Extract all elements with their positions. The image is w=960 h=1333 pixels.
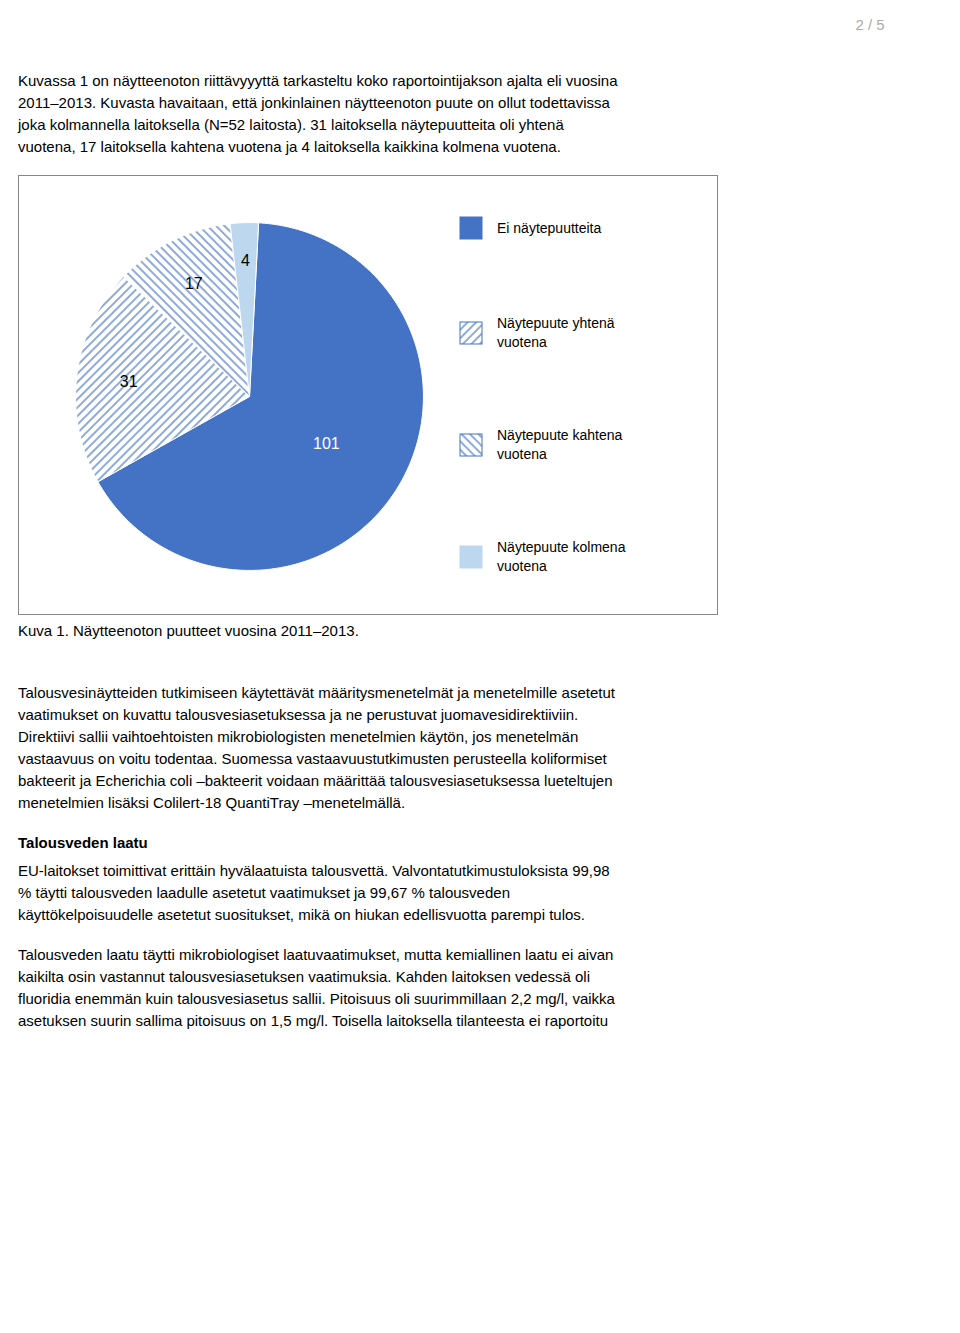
html-text:Kuva 1. Näytteenoton puutteet: Kuva 1. Näytteenoton puutteet vuosina 20… bbox=[18, 622, 359, 639]
html-text:Talousveden laatu: Talousveden laatu bbox=[18, 834, 148, 851]
html-text:Talousvesinäytteiden tutkimise: Talousvesinäytteiden tutkimiseen käytett… bbox=[18, 684, 615, 811]
svg-text:31: 31 bbox=[120, 373, 138, 390]
html-text:Kuvassa 1 on näytteenoton riit: Kuvassa 1 on näytteenoton riittävyyyttä … bbox=[18, 72, 618, 155]
svg-text:4: 4 bbox=[241, 252, 250, 269]
html-text:EU-laitokset toimittivat eritt: EU-laitokset toimittivat erittäin hyväla… bbox=[18, 862, 610, 923]
html-text:Ei näytepuutteita: Ei näytepuutteita bbox=[497, 219, 602, 236]
html-text:Näytepuute kolmena vuotena: Näytepuute kolmena vuotena bbox=[497, 539, 626, 574]
html-text:Näytepuute yhtenä vuotena: Näytepuute yhtenä vuotena bbox=[497, 315, 615, 350]
html-text:2 / 5: 2 / 5 bbox=[855, 16, 885, 33]
html-text:Talousveden laatu täytti mikro: Talousveden laatu täytti mikrobiologiset… bbox=[18, 946, 615, 1029]
svg-text:101: 101 bbox=[313, 435, 340, 452]
html-text:Näytepuute kahtena vuotena: Näytepuute kahtena vuotena bbox=[497, 427, 623, 462]
svg-text:17: 17 bbox=[185, 275, 203, 292]
